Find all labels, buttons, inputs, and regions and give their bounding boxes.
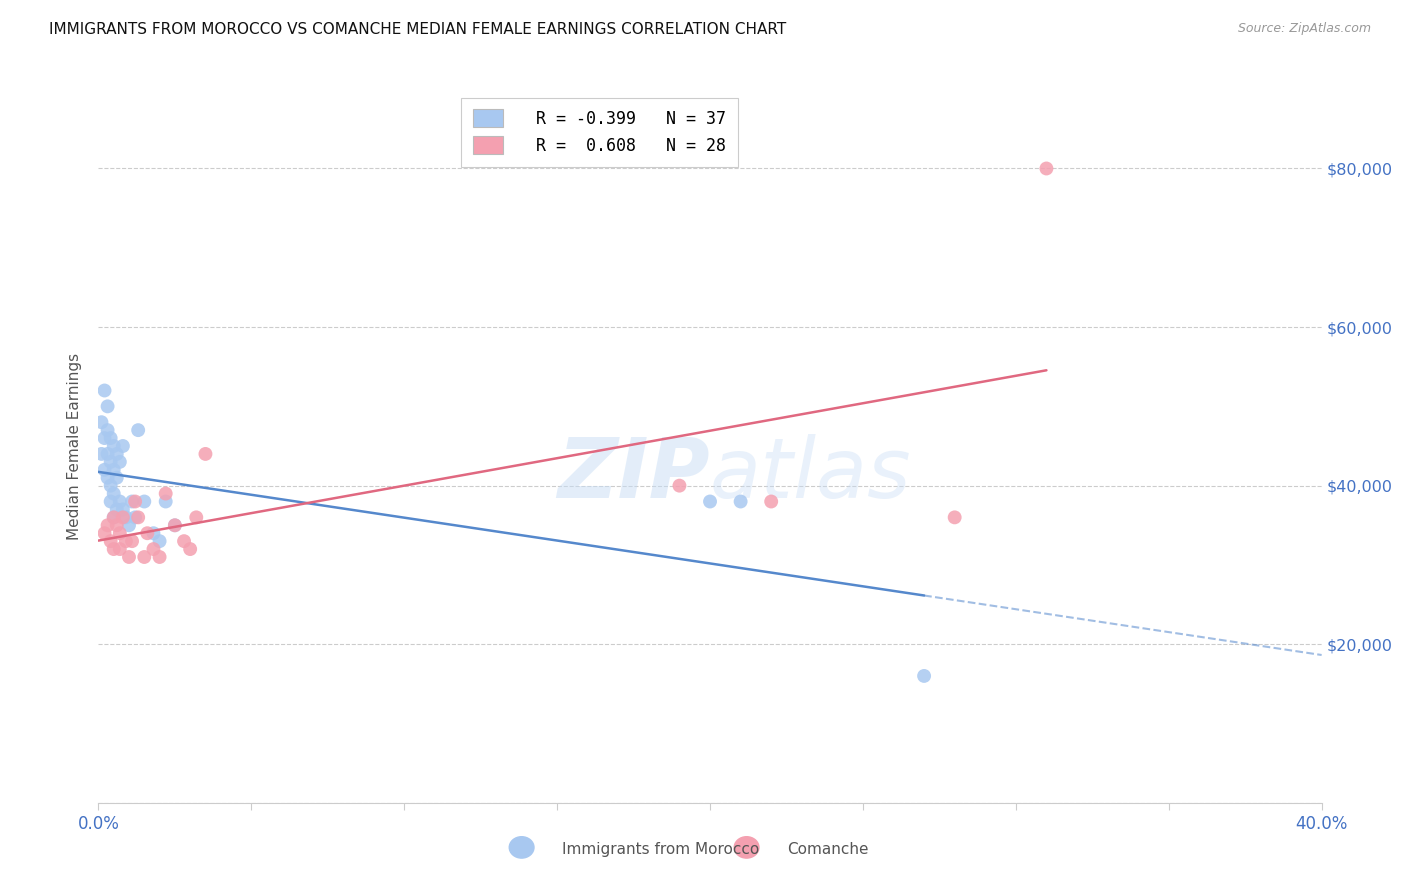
Point (136, 526, 159, 541)
Point (100, 455, 122, 469)
Point (134, 549, 156, 564)
Point (105, 502, 128, 516)
Point (90, 415, 112, 429)
Point (100, 494, 122, 508)
Point (97, 423, 120, 437)
Point (97, 471, 120, 485)
Circle shape (734, 837, 759, 858)
Legend:   R = -0.399   N = 37,   R =  0.608   N = 28: R = -0.399 N = 37, R = 0.608 N = 28 (461, 97, 738, 167)
Point (179, 542, 201, 557)
Point (105, 471, 128, 485)
Point (149, 534, 172, 549)
Point (103, 463, 125, 477)
Point (155, 494, 177, 508)
Point (115, 510, 138, 524)
Point (943, 510, 966, 524)
Point (155, 486, 177, 500)
Point (105, 518, 128, 533)
Point (105, 447, 128, 461)
Point (173, 534, 195, 549)
Point (163, 518, 186, 533)
Point (121, 494, 143, 508)
Point (912, 669, 935, 683)
Circle shape (509, 837, 534, 858)
Point (111, 439, 134, 453)
Point (103, 542, 125, 557)
Point (163, 518, 186, 533)
Point (100, 431, 122, 445)
Point (93, 384, 115, 398)
Point (108, 455, 131, 469)
Point (118, 518, 141, 533)
Point (103, 510, 125, 524)
Point (97, 447, 120, 461)
Text: ZIP: ZIP (557, 434, 710, 515)
Text: atlas: atlas (710, 434, 911, 515)
Point (103, 510, 125, 524)
Text: Comanche: Comanche (787, 842, 869, 856)
Point (194, 447, 217, 461)
Point (124, 510, 146, 524)
Point (759, 494, 782, 508)
Point (1035, 161, 1057, 176)
Point (730, 494, 752, 508)
Point (93, 463, 115, 477)
Point (124, 494, 146, 508)
Point (103, 439, 125, 453)
Point (111, 510, 134, 524)
Point (90, 447, 112, 461)
Point (111, 502, 134, 516)
Point (115, 534, 138, 549)
Point (127, 423, 149, 437)
Point (134, 494, 156, 508)
Point (699, 494, 721, 508)
Point (127, 510, 149, 524)
Point (108, 526, 131, 541)
Point (142, 542, 165, 557)
Y-axis label: Median Female Earnings: Median Female Earnings (67, 352, 83, 540)
Point (668, 478, 690, 492)
Point (142, 526, 165, 541)
Point (100, 534, 122, 549)
Point (100, 478, 122, 492)
Point (108, 542, 131, 557)
Point (108, 494, 131, 508)
Point (118, 549, 141, 564)
Text: IMMIGRANTS FROM MOROCCO VS COMANCHE MEDIAN FEMALE EARNINGS CORRELATION CHART: IMMIGRANTS FROM MOROCCO VS COMANCHE MEDI… (49, 22, 786, 37)
Text: Immigrants from Morocco: Immigrants from Morocco (562, 842, 759, 856)
Point (97, 518, 120, 533)
Text: Source: ZipAtlas.com: Source: ZipAtlas.com (1237, 22, 1371, 36)
Point (103, 486, 125, 500)
Point (97, 400, 120, 414)
Point (93, 526, 115, 541)
Point (93, 431, 115, 445)
Point (121, 534, 143, 549)
Point (186, 510, 208, 524)
Point (149, 549, 172, 564)
